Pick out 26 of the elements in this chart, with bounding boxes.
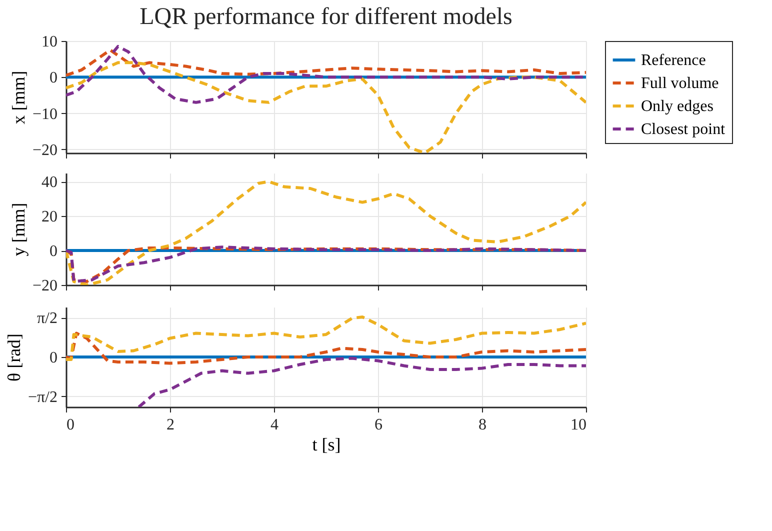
x-tick-label: 4 xyxy=(270,416,278,434)
y-tick-label: −10 xyxy=(32,106,58,123)
y-tick-label: −π/2 xyxy=(28,388,58,406)
y-tick-label: −20 xyxy=(32,278,58,294)
y-axis-title: y [mm] xyxy=(8,202,28,256)
x-tick-label: 8 xyxy=(478,416,486,434)
legend-label: Reference xyxy=(641,52,706,69)
chart-title: LQR performance for different models xyxy=(140,4,512,30)
x-tick-label: 0 xyxy=(66,416,74,434)
x-axis-title: t [s] xyxy=(312,434,341,454)
legend-label: Full volume xyxy=(641,75,719,92)
y-tick-label: 10 xyxy=(42,34,58,50)
x-tick-label: 6 xyxy=(374,416,382,434)
y-tick-label: 40 xyxy=(42,174,58,192)
x-tick-label: 2 xyxy=(166,416,174,434)
y-tick-label: 0 xyxy=(50,70,58,87)
y-tick-label: 20 xyxy=(42,208,58,226)
y-tick-label: −20 xyxy=(32,142,58,159)
y-axis-title: x [mm] xyxy=(8,70,28,124)
y-tick-label: 0 xyxy=(50,350,58,366)
x-tick-label: 10 xyxy=(570,416,586,434)
legend-label: Closest point xyxy=(641,121,726,138)
y-tick-label: π/2 xyxy=(36,310,58,328)
y-axis-title: θ [rad] xyxy=(4,333,24,382)
y-tick-label: 0 xyxy=(50,243,58,260)
legend-label: Only edges xyxy=(641,98,714,115)
